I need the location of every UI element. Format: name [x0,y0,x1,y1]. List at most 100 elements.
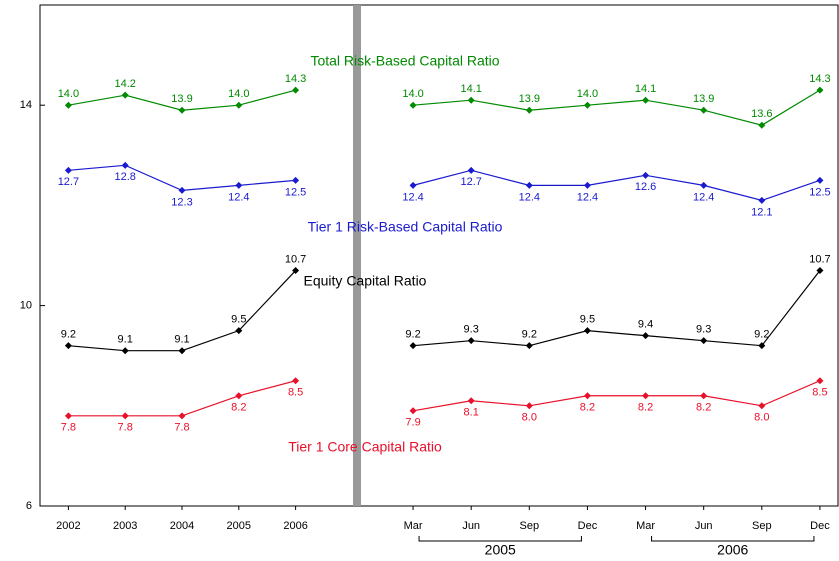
plot-frame [39,4,839,507]
group-bracket [418,536,582,542]
data-point [64,166,72,174]
value-label: 13.9 [519,93,540,105]
value-label: 8.1 [464,407,479,419]
series-line [68,164,296,191]
data-point [292,176,300,184]
data-point [816,267,824,275]
data-point [178,186,186,194]
data-point [700,106,708,114]
data-point [467,397,475,405]
data-point [700,392,708,400]
group-label: 2005 [485,542,516,558]
data-point [467,166,475,174]
value-label: 12.4 [693,191,714,203]
data-point [758,121,766,129]
data-point [235,181,243,189]
value-label: 9.3 [696,324,711,336]
data-point [409,101,417,109]
value-label: 12.1 [751,206,772,218]
data-point [642,96,650,104]
data-point [525,181,533,189]
data-point [583,392,591,400]
series-line [413,89,821,126]
value-label: 12.3 [171,196,192,208]
value-label: 14.3 [809,73,830,85]
data-point [525,342,533,350]
data-point [816,377,824,385]
x-tick-label: Sep [752,520,772,532]
x-tick-label: Mar [636,520,655,532]
value-label: 14.3 [285,73,306,85]
data-point [467,96,475,104]
value-label: 9.5 [580,314,595,326]
x-tick-label: 2006 [283,520,307,532]
value-label: 14.0 [228,88,249,100]
data-point [583,101,591,109]
group-label: 2006 [717,542,748,558]
value-label: 8.2 [638,402,653,414]
y-tick-label: 6 [26,500,32,512]
value-label: 13.6 [751,108,772,120]
data-point [292,267,300,275]
value-label: 8.5 [812,387,827,399]
value-label: 9.1 [174,334,189,346]
data-point [178,412,186,420]
value-label: 9.2 [61,329,76,341]
data-point [467,337,475,345]
data-point [642,332,650,340]
y-tick-label: 10 [20,300,32,312]
value-label: 12.7 [460,176,481,188]
data-point [409,407,417,415]
value-label: 10.7 [285,253,306,265]
value-label: 9.5 [231,314,246,326]
value-label: 8.2 [696,402,711,414]
x-tick-label: Jun [462,520,480,532]
x-tick-label: 2004 [170,520,194,532]
value-label: 12.4 [228,191,249,203]
data-point [64,342,72,350]
data-point [525,402,533,410]
x-tick-label: Mar [404,520,423,532]
data-point [816,176,824,184]
value-label: 14.1 [635,83,656,95]
data-point [292,86,300,94]
data-point [758,402,766,410]
data-point [409,181,417,189]
value-label: 14.2 [114,78,135,90]
data-point [178,106,186,114]
value-label: 14.0 [577,88,598,100]
value-label: 9.4 [638,319,653,331]
data-point [121,347,129,355]
group-bracket [651,536,815,542]
data-point [583,181,591,189]
data-point [700,337,708,345]
x-tick-label: 2002 [56,520,80,532]
value-label: 9.2 [754,329,769,341]
value-label: 14.0 [402,88,423,100]
value-label: 10.7 [809,253,830,265]
value-label: 12.6 [635,181,656,193]
panel-divider [353,5,361,506]
value-label: 9.2 [405,329,420,341]
value-label: 9.2 [522,329,537,341]
x-tick-label: Dec [810,520,830,532]
series-line [68,380,296,417]
x-tick-label: 2005 [227,520,251,532]
value-label: 12.5 [809,186,830,198]
data-point [121,161,129,169]
value-label: 8.0 [754,412,769,424]
value-label: 8.5 [288,387,303,399]
value-label: 12.4 [402,191,423,203]
data-point [178,347,186,355]
series-line [412,380,821,412]
data-point [758,196,766,204]
series-label: Tier 1 Risk-Based Capital Ratio [308,219,503,235]
data-point [758,342,766,350]
value-label: 12.5 [285,186,306,198]
data-point [642,392,650,400]
data-point [235,327,243,335]
data-point [409,342,417,350]
data-point [235,392,243,400]
value-label: 7.8 [174,422,189,434]
